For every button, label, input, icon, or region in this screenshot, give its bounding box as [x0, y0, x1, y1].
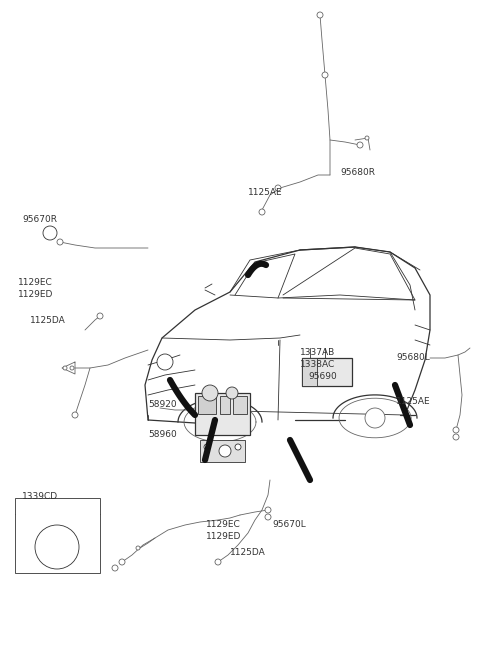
Circle shape — [136, 546, 140, 550]
Circle shape — [219, 445, 231, 457]
Circle shape — [63, 366, 67, 370]
Circle shape — [259, 209, 265, 215]
Text: 1338AC: 1338AC — [300, 360, 335, 369]
Bar — [195, 393, 250, 435]
Text: 1129EC: 1129EC — [18, 278, 53, 287]
Bar — [233, 396, 247, 414]
Text: 1125AE: 1125AE — [396, 397, 431, 406]
Circle shape — [265, 514, 271, 520]
Text: 95680L: 95680L — [396, 353, 430, 362]
Text: 95670L: 95670L — [272, 520, 306, 529]
Bar — [302, 358, 317, 386]
Text: 95690: 95690 — [308, 372, 337, 381]
Circle shape — [317, 12, 323, 18]
Circle shape — [48, 538, 66, 556]
Text: 1125DA: 1125DA — [30, 316, 66, 325]
Text: 58960: 58960 — [148, 430, 177, 439]
Bar — [198, 396, 216, 414]
Circle shape — [275, 185, 281, 191]
Circle shape — [204, 444, 210, 450]
Bar — [220, 396, 230, 414]
Circle shape — [43, 226, 57, 240]
Text: 58920: 58920 — [148, 400, 177, 409]
Circle shape — [35, 525, 79, 569]
Text: 1129ED: 1129ED — [206, 532, 241, 541]
Circle shape — [453, 434, 459, 440]
Circle shape — [70, 366, 74, 370]
Circle shape — [226, 387, 238, 399]
Bar — [302, 358, 352, 386]
Circle shape — [357, 142, 363, 148]
Text: 1129ED: 1129ED — [18, 290, 53, 299]
Circle shape — [112, 565, 118, 571]
Circle shape — [265, 507, 271, 513]
Text: 1125AE: 1125AE — [248, 188, 283, 197]
Circle shape — [72, 412, 78, 418]
Circle shape — [365, 136, 369, 140]
Circle shape — [202, 385, 218, 401]
Circle shape — [365, 408, 385, 428]
Text: 95670R: 95670R — [22, 215, 57, 224]
Circle shape — [39, 529, 75, 565]
Text: 1129EC: 1129EC — [206, 520, 241, 529]
Circle shape — [453, 427, 459, 433]
Circle shape — [97, 313, 103, 319]
Text: 1125DA: 1125DA — [230, 548, 266, 557]
Circle shape — [157, 354, 173, 370]
Circle shape — [322, 72, 328, 78]
Circle shape — [119, 559, 125, 565]
Circle shape — [57, 239, 63, 245]
Text: 1337AB: 1337AB — [300, 348, 335, 357]
Text: 1339CD: 1339CD — [22, 492, 58, 501]
Bar — [15, 498, 100, 573]
Circle shape — [235, 444, 241, 450]
Circle shape — [215, 559, 221, 565]
Text: 95680R: 95680R — [340, 168, 375, 177]
Bar — [200, 440, 245, 462]
Circle shape — [210, 412, 230, 432]
